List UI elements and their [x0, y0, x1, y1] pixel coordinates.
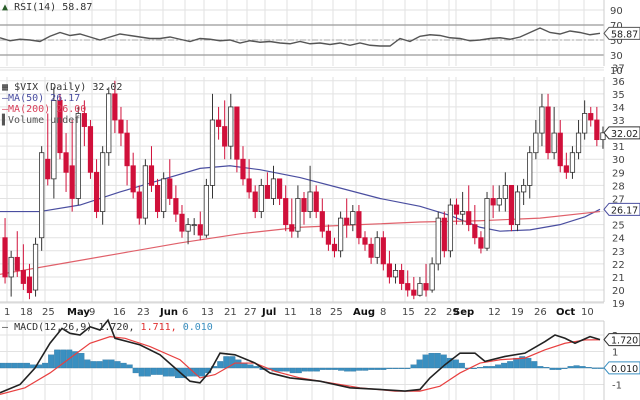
macd-legend: — MACD(12,26,9) 1.720, 1.711, 0.010	[2, 322, 213, 333]
svg-text:30: 30	[610, 51, 623, 62]
rsi-value-badge: 58.87	[603, 26, 640, 40]
svg-text:21: 21	[224, 307, 237, 318]
macd-value-badge: 1.720	[603, 333, 640, 347]
svg-text:21: 21	[612, 273, 625, 284]
svg-text:25: 25	[42, 307, 55, 318]
svg-text:23: 23	[612, 247, 625, 258]
svg-text:25: 25	[612, 221, 625, 232]
ma200-label: MA(200) 26.00	[8, 104, 87, 115]
macd-label: MACD(12,26,9)	[14, 322, 93, 333]
svg-text:15: 15	[402, 307, 415, 318]
rsi-legend: ▲ RSI(14) 58.87	[2, 2, 92, 13]
ma50-swatch-icon: —	[2, 93, 9, 104]
value-badges: 58.87 32.02 26.17 1.720 0.010	[603, 26, 640, 375]
svg-text:20: 20	[612, 286, 625, 297]
svg-text:29: 29	[612, 168, 625, 179]
svg-text:37: 37	[612, 64, 625, 75]
svg-text:Jun: Jun	[159, 307, 178, 318]
ma50-label: MA(50) 26.17	[8, 93, 81, 104]
svg-text:27: 27	[612, 194, 625, 205]
rsi-icon: ▲	[2, 2, 9, 13]
svg-text:33: 33	[612, 116, 625, 127]
volume-icon: ▌	[2, 115, 9, 126]
svg-text:-1: -1	[612, 381, 622, 392]
svg-text:1: 1	[4, 307, 10, 318]
svg-text:90: 90	[610, 6, 623, 17]
svg-text:22: 22	[424, 307, 437, 318]
svg-text:16: 16	[113, 307, 126, 318]
svg-text:31: 31	[612, 142, 625, 153]
svg-text:13: 13	[201, 307, 214, 318]
price-legend: ▦ $VIX (Daily) 32.02 —MA(50) 26.17 —MA(2…	[2, 82, 122, 126]
svg-text:10: 10	[581, 307, 594, 318]
rsi-value: 58.87	[62, 2, 93, 13]
svg-text:18: 18	[20, 307, 33, 318]
svg-text:25: 25	[330, 307, 343, 318]
svg-text:12: 12	[488, 307, 501, 318]
svg-text:1.720: 1.720	[611, 336, 638, 347]
svg-text:22: 22	[612, 260, 625, 271]
svg-text:Jul: Jul	[261, 307, 276, 318]
svg-text:58.87: 58.87	[611, 29, 638, 40]
svg-text:11: 11	[284, 307, 297, 318]
chart-icon: ▦	[2, 82, 9, 93]
svg-text:35: 35	[612, 90, 625, 101]
price-panel: 37363534333231302928272625242322212019	[0, 64, 625, 310]
svg-text:10: 10	[610, 66, 623, 77]
last-price-badge: 32.02	[603, 126, 640, 140]
svg-text:23: 23	[137, 307, 150, 318]
macd-swatch-icon: —	[2, 322, 9, 333]
signal-value: 1.711	[140, 322, 171, 333]
histogram-value-badge: 0.010	[603, 361, 640, 375]
svg-text:18: 18	[309, 307, 322, 318]
svg-text:29: 29	[446, 307, 459, 318]
macd-value: 1.720	[98, 322, 129, 333]
svg-text:1: 1	[612, 348, 618, 359]
svg-text:26.17: 26.17	[611, 205, 638, 216]
date-axis: 1 18 25 May 9 16 23 Jun 6 13 21 27 Jul 11 18 25 Aug 8 15 22…	[4, 307, 594, 318]
svg-text:6: 6	[182, 307, 188, 318]
svg-text:0.010: 0.010	[611, 364, 638, 375]
svg-text:27: 27	[244, 307, 257, 318]
svg-text:28: 28	[612, 181, 625, 192]
svg-text:50: 50	[610, 36, 623, 47]
volume-label: Volume undef	[8, 115, 81, 126]
ma200-swatch-icon: —	[2, 104, 9, 115]
svg-text:Oct: Oct	[556, 307, 575, 318]
svg-text:26: 26	[534, 307, 547, 318]
svg-text:9: 9	[89, 307, 95, 318]
ma50-value-badge: 26.17	[603, 202, 640, 216]
svg-text:Aug: Aug	[353, 307, 375, 318]
svg-text:19: 19	[511, 307, 524, 318]
macd-panel: 21-1	[0, 318, 622, 400]
svg-text:34: 34	[612, 103, 625, 114]
rsi-panel: 90 70 50 30 10	[0, 0, 623, 77]
svg-text:32.02: 32.02	[611, 129, 638, 140]
svg-text:30: 30	[612, 155, 625, 166]
svg-text:36: 36	[612, 77, 625, 88]
svg-text:Sep: Sep	[453, 307, 474, 318]
rsi-label: RSI(14)	[14, 2, 57, 13]
histogram-value: 0.010	[182, 322, 213, 333]
svg-text:May: May	[67, 307, 90, 318]
price-title: $VIX (Daily) 32.02	[14, 82, 123, 93]
svg-text:24: 24	[612, 234, 625, 245]
svg-text:70: 70	[610, 21, 623, 32]
svg-text:8: 8	[380, 307, 386, 318]
svg-text:19: 19	[612, 299, 625, 310]
